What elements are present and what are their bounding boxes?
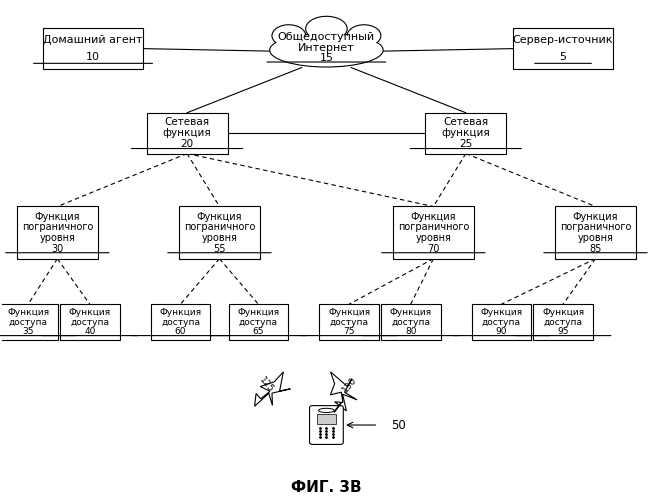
Text: доступа: доступа	[239, 318, 278, 326]
Text: 85: 85	[589, 244, 602, 254]
FancyBboxPatch shape	[513, 28, 614, 69]
Text: 70: 70	[427, 244, 439, 254]
Text: доступа: доступа	[161, 318, 200, 326]
Ellipse shape	[275, 26, 303, 44]
Text: Функция: Функция	[7, 308, 50, 317]
Text: 75: 75	[344, 328, 355, 336]
Text: Функция: Функция	[411, 212, 456, 222]
Text: 5: 5	[559, 52, 567, 62]
Text: Функция: Функция	[390, 308, 432, 317]
FancyBboxPatch shape	[147, 113, 228, 154]
Text: Сервер-источник: Сервер-источник	[513, 36, 614, 46]
FancyBboxPatch shape	[228, 304, 288, 340]
Text: 80: 80	[405, 328, 417, 336]
Text: Общедоступный: Общедоступный	[278, 32, 375, 42]
Text: 130: 130	[340, 376, 358, 394]
Text: пограничного: пограничного	[560, 222, 631, 232]
Text: 20: 20	[181, 140, 194, 149]
FancyBboxPatch shape	[425, 113, 507, 154]
Ellipse shape	[319, 408, 334, 412]
FancyBboxPatch shape	[318, 414, 336, 424]
Ellipse shape	[350, 26, 378, 44]
Text: Функция: Функция	[481, 308, 522, 317]
Text: Интернет: Интернет	[298, 42, 355, 52]
Text: Функция: Функция	[542, 308, 584, 317]
Ellipse shape	[347, 25, 381, 46]
Ellipse shape	[272, 34, 381, 62]
Text: уровня: уровня	[201, 233, 237, 243]
Polygon shape	[254, 372, 290, 406]
Text: Функция: Функция	[328, 308, 370, 317]
Text: 90: 90	[496, 328, 507, 336]
Text: уровня: уровня	[39, 233, 75, 243]
FancyBboxPatch shape	[17, 206, 98, 258]
FancyBboxPatch shape	[471, 304, 531, 340]
Text: доступа: доступа	[330, 318, 368, 326]
FancyBboxPatch shape	[310, 406, 344, 444]
Text: пограничного: пограничного	[22, 222, 93, 232]
Text: 50: 50	[391, 418, 406, 432]
FancyBboxPatch shape	[393, 206, 474, 258]
FancyBboxPatch shape	[151, 304, 211, 340]
FancyBboxPatch shape	[319, 304, 379, 340]
Text: доступа: доступа	[482, 318, 521, 326]
Text: Функция: Функция	[572, 212, 618, 222]
Text: 10: 10	[86, 52, 100, 62]
Text: доступа: доступа	[391, 318, 430, 326]
Text: Сетевая: Сетевая	[443, 117, 488, 127]
Text: пограничного: пограничного	[398, 222, 469, 232]
Text: Функция: Функция	[68, 308, 111, 317]
Text: 55: 55	[213, 244, 226, 254]
Text: 40: 40	[84, 328, 95, 336]
FancyBboxPatch shape	[179, 206, 260, 258]
Text: 95: 95	[557, 328, 569, 336]
Text: Функция: Функция	[35, 212, 80, 222]
Ellipse shape	[306, 16, 347, 41]
Text: уровня: уровня	[415, 233, 451, 243]
Text: 30: 30	[52, 244, 63, 254]
Text: Сетевая: Сетевая	[164, 117, 209, 127]
Text: 60: 60	[175, 328, 186, 336]
Polygon shape	[331, 372, 357, 411]
FancyBboxPatch shape	[555, 206, 636, 258]
FancyBboxPatch shape	[533, 304, 593, 340]
Ellipse shape	[270, 33, 383, 67]
FancyBboxPatch shape	[381, 304, 441, 340]
Text: Домашний агент: Домашний агент	[43, 36, 143, 46]
Text: Функция: Функция	[237, 308, 280, 317]
Text: пограничного: пограничного	[184, 222, 255, 232]
Text: функция: функция	[441, 128, 490, 138]
FancyBboxPatch shape	[60, 304, 119, 340]
Text: 65: 65	[252, 328, 264, 336]
Text: 35: 35	[22, 328, 34, 336]
Text: 25: 25	[459, 140, 473, 149]
Text: Функция: Функция	[197, 212, 242, 222]
Text: функция: функция	[162, 128, 211, 138]
Ellipse shape	[272, 25, 306, 46]
Text: Функция: Функция	[160, 308, 201, 317]
Text: доступа: доступа	[70, 318, 110, 326]
Text: доступа: доступа	[544, 318, 583, 326]
Text: 15: 15	[319, 53, 333, 63]
Text: уровня: уровня	[578, 233, 614, 243]
Ellipse shape	[310, 18, 344, 39]
FancyBboxPatch shape	[43, 28, 143, 69]
Text: 125: 125	[258, 376, 276, 394]
Text: ФИГ. 3В: ФИГ. 3В	[291, 480, 362, 495]
FancyBboxPatch shape	[0, 304, 58, 340]
Text: доступа: доступа	[8, 318, 48, 326]
